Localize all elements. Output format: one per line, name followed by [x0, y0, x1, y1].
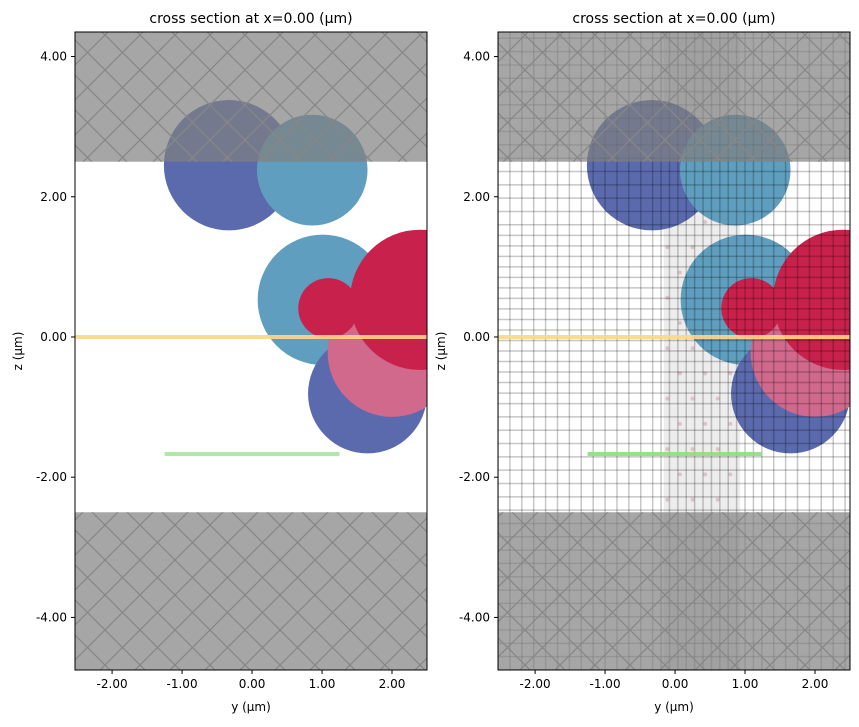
refinement-dot: [665, 396, 670, 401]
structure-circle: [350, 229, 427, 370]
y-tick-label: 0.00: [40, 330, 67, 344]
structure-circle: [298, 278, 359, 339]
refinement-dot: [715, 396, 720, 401]
structure-circle: [721, 278, 782, 339]
refinement-dot: [677, 320, 682, 325]
y-tick-label: 4.00: [463, 50, 490, 64]
x-tick-label: 0.00: [662, 677, 689, 691]
refinement-dot: [677, 270, 682, 275]
refinement-dot: [728, 472, 733, 477]
refinement-dot: [665, 346, 670, 351]
structure-circle: [773, 229, 850, 370]
y-tick-label: 2.00: [40, 190, 67, 204]
y-axis-label: z (μm): [434, 332, 448, 371]
refinement-dot: [715, 497, 720, 502]
x-tick-label: -1.00: [167, 677, 198, 691]
refinement-dot: [728, 421, 733, 426]
left-plot-panel: cross section at x=0.00 (μm) y (μm) z (μ…: [11, 11, 428, 714]
refinement-dot: [665, 295, 670, 300]
y-tick-label: -4.00: [36, 610, 67, 624]
x-tick-label: -2.00: [97, 677, 128, 691]
plot-title: cross section at x=0.00 (μm): [572, 11, 775, 27]
refinement-dot: [690, 245, 695, 250]
refinement-dot: [677, 371, 682, 376]
refinement-dot: [677, 421, 682, 426]
x-tick-label: -1.00: [590, 677, 621, 691]
refinement-dot: [728, 371, 733, 376]
refinement-dot: [665, 497, 670, 502]
refinement-dot: [703, 421, 708, 426]
refinement-dot: [690, 497, 695, 502]
y-tick-label: 4.00: [40, 50, 67, 64]
top-cladding-hatch: [498, 32, 850, 162]
refinement-dot: [690, 447, 695, 452]
y-tick-label: -4.00: [459, 610, 490, 624]
bottom-substrate-hatch: [498, 512, 850, 670]
refinement-dot: [665, 245, 670, 250]
refinement-dot: [677, 472, 682, 477]
right-plot-panel: cross section at x=0.00 (μm) y (μm) z (μ…: [434, 11, 851, 714]
axes-frame: [74, 31, 428, 671]
refinement-dot: [703, 219, 708, 224]
refinement-dot: [665, 447, 670, 452]
y-axis-label: z (μm): [11, 332, 25, 371]
x-tick-label: 1.00: [732, 677, 759, 691]
top-cladding-hatch: [75, 32, 427, 162]
refinement-dot: [690, 346, 695, 351]
y-tick-label: 2.00: [463, 190, 490, 204]
y-tick-label: 0.00: [463, 330, 490, 344]
plot-title: cross section at x=0.00 (μm): [149, 11, 352, 27]
x-axis-label: y (μm): [231, 700, 271, 714]
x-tick-label: 2.00: [802, 677, 829, 691]
x-axis-label: y (μm): [654, 700, 694, 714]
axes-frame: [497, 31, 851, 671]
refinement-dot: [715, 447, 720, 452]
plot-area: [498, 32, 850, 670]
x-tick-label: 1.00: [309, 677, 336, 691]
y-tick-label: -2.00: [459, 470, 490, 484]
x-tick-label: 0.00: [239, 677, 266, 691]
refinement-dot: [703, 472, 708, 477]
refinement-dot: [703, 371, 708, 376]
bottom-substrate-hatch: [75, 512, 427, 670]
plot-area: [75, 32, 427, 670]
y-tick-label: -2.00: [36, 470, 67, 484]
x-tick-label: 2.00: [379, 677, 406, 691]
refinement-dot: [690, 396, 695, 401]
x-tick-label: -2.00: [520, 677, 551, 691]
